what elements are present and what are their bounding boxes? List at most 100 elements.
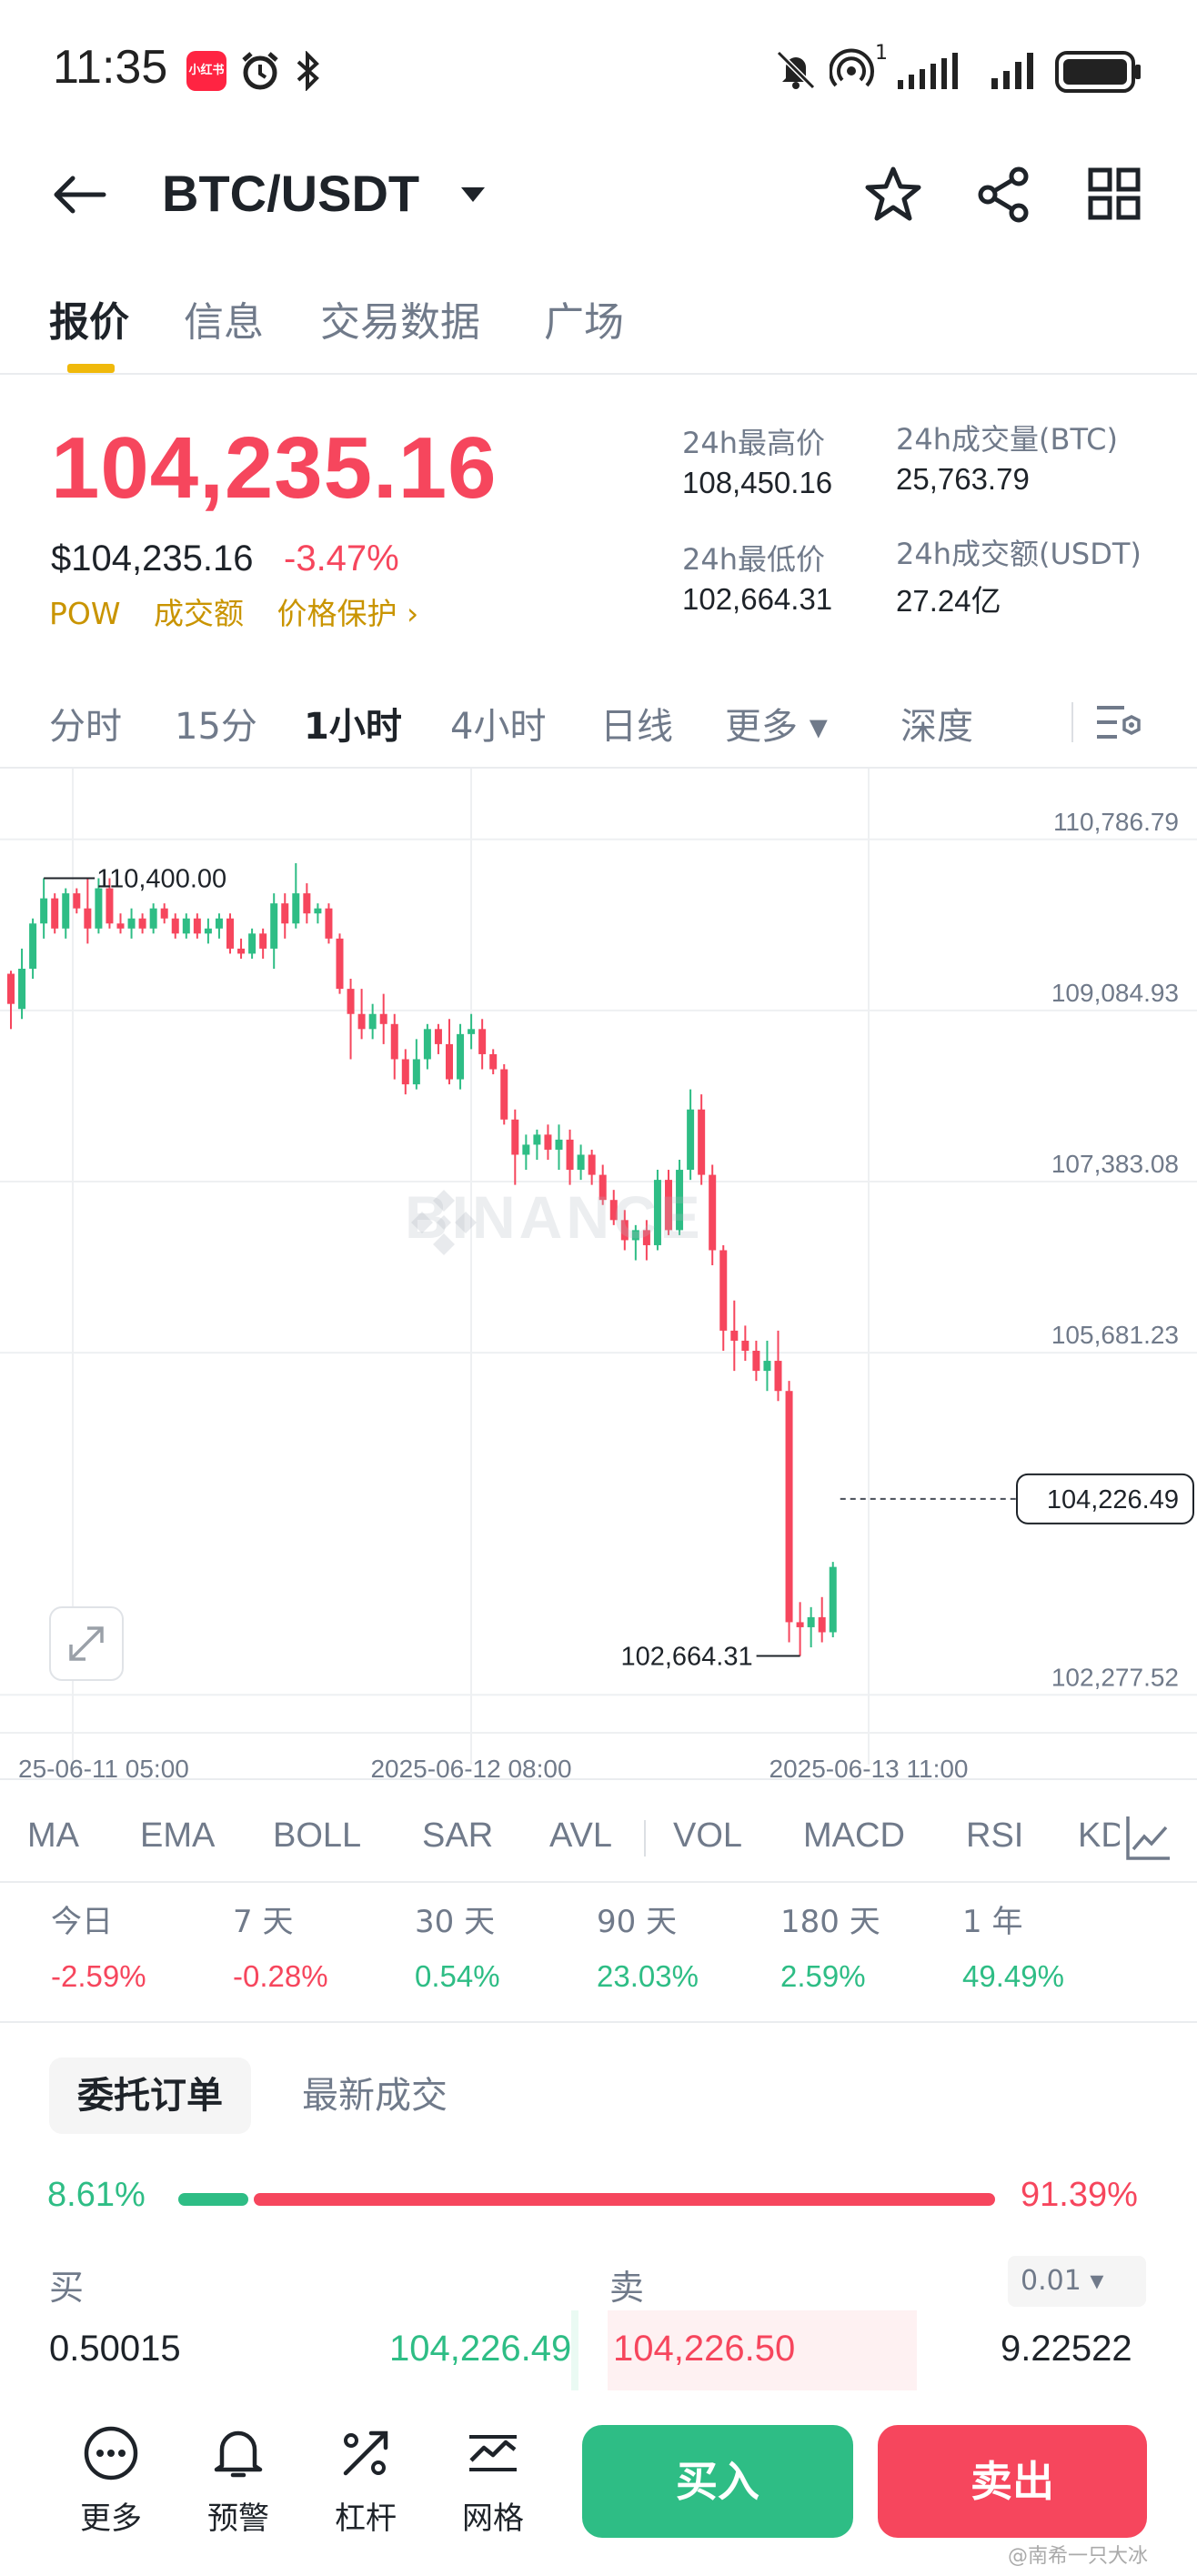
candle-body <box>325 908 333 939</box>
candle <box>149 903 157 934</box>
battery-icon <box>1055 51 1141 93</box>
grid-menu-icon[interactable] <box>1088 167 1141 220</box>
interval-timeline[interactable]: 分时 <box>49 706 122 748</box>
pair-dropdown-icon[interactable] <box>459 186 487 204</box>
vol-btc-value: 25,763.79 <box>896 462 1030 496</box>
candle-body <box>215 918 223 929</box>
indicator-sar[interactable]: SAR <box>422 1816 494 1855</box>
alarm-icon <box>242 52 278 90</box>
tab-quote[interactable]: 报价 <box>49 299 129 346</box>
tag-volume[interactable]: 成交额 <box>154 596 245 631</box>
active-tab-indicator <box>67 364 115 373</box>
ask-quantity[interactable]: 9.22522 <box>1001 2329 1132 2369</box>
candle <box>598 1164 607 1205</box>
candle <box>730 1300 739 1372</box>
x-tick-label: 25-06-11 05:00 <box>18 1755 189 1778</box>
candlestick-chart[interactable]: 110,786.79 109,084.93 107,383.08 105,681.23… <box>0 769 1197 1783</box>
bottom-more[interactable]: 更多 <box>65 2424 156 2538</box>
watermark-credit: @南希一只大冰 <box>1008 2545 1149 2568</box>
candle-body <box>18 969 26 1010</box>
last-price: 104,235.16 <box>51 419 498 517</box>
mute-icon <box>776 50 816 90</box>
xiaohongshu-app-icon: 小红书 <box>186 51 226 91</box>
candle-body <box>533 1134 541 1145</box>
candle <box>7 971 15 1030</box>
candle-body <box>555 1139 563 1150</box>
sell-button[interactable]: 卖出 <box>878 2425 1147 2538</box>
candle-body <box>796 1622 804 1627</box>
x-tick-label: 2025-06-13 11:00 <box>770 1755 969 1778</box>
interval-15m[interactable]: 15分 <box>175 706 257 748</box>
performance-row: 今日 -2.59% 7 天 -0.28% 30 天 0.54% 90 天 23.… <box>0 1897 1197 2015</box>
interval-4h[interactable]: 4小时 <box>450 706 547 748</box>
tab-square[interactable]: 广场 <box>544 299 624 346</box>
favorite-star-icon[interactable] <box>864 166 922 222</box>
candle-body <box>489 1053 498 1070</box>
candle <box>259 928 267 959</box>
more-icon <box>84 2426 138 2480</box>
tab-recent-trades[interactable]: 最新成交 <box>302 2075 448 2117</box>
buy-button[interactable]: 买入 <box>582 2425 853 2538</box>
signal-icon-sim2 <box>991 53 1033 89</box>
chart-canvas[interactable]: 110,786.79 109,084.93 107,383.08 105,681.23… <box>0 769 1197 1783</box>
candle-body <box>248 933 256 954</box>
candle-body <box>620 1220 629 1241</box>
ask-price[interactable]: 104,226.50 <box>613 2329 796 2369</box>
bell-icon <box>214 2430 263 2478</box>
indicator-kd[interactable]: KD <box>1078 1816 1120 1855</box>
candle-body <box>807 1616 815 1627</box>
indicator-rsi[interactable]: RSI <box>966 1816 1024 1855</box>
tag-pow[interactable]: POW <box>49 596 121 631</box>
main-tabs: 报价 信息 交易数据 广场 <box>0 273 1197 373</box>
candle <box>138 913 146 934</box>
candle-body <box>500 1069 508 1120</box>
status-time: 11:35 <box>53 41 168 94</box>
tab-trading-data[interactable]: 交易数据 <box>320 299 480 346</box>
bid-price[interactable]: 104,226.49 <box>389 2329 572 2369</box>
depth-tab[interactable]: 深度 <box>900 706 973 748</box>
fullscreen-button[interactable] <box>49 1606 124 1681</box>
candle <box>752 1340 760 1382</box>
indicator-settings-icon[interactable] <box>1122 1813 1173 1864</box>
candle-body <box>698 1109 706 1175</box>
bottom-leverage[interactable]: 杠杆 <box>320 2424 411 2538</box>
divider <box>0 373 1197 375</box>
binance-watermark: BINANCE <box>405 1183 704 1251</box>
candle-body <box>259 933 267 949</box>
indicator-vol[interactable]: VOL <box>673 1816 743 1855</box>
candle-body <box>478 1029 487 1054</box>
interval-more[interactable]: 更多 ▾ <box>725 706 828 748</box>
indicator-boll[interactable]: BOLL <box>273 1816 362 1855</box>
bid-quantity[interactable]: 0.50015 <box>49 2329 181 2369</box>
candle-body <box>522 1144 530 1155</box>
candle <box>193 913 201 939</box>
interval-1h[interactable]: 1小时 <box>304 706 402 748</box>
tab-open-orders[interactable]: 委托订单 <box>49 2058 251 2134</box>
bottom-grid[interactable]: 网格 <box>448 2424 538 2538</box>
candle-body <box>741 1340 749 1351</box>
indicator-ma[interactable]: MA <box>27 1816 79 1855</box>
interval-1d[interactable]: 日线 <box>600 706 673 748</box>
indicator-macd[interactable]: MACD <box>803 1816 905 1855</box>
candle <box>368 1003 377 1040</box>
pair-title[interactable]: BTC/USDT <box>162 165 420 222</box>
back-arrow-icon[interactable] <box>51 173 107 216</box>
indicator-avl[interactable]: AVL <box>549 1816 613 1855</box>
candle <box>511 1109 519 1185</box>
candle-body <box>336 938 344 990</box>
tag-price-protection[interactable]: 价格保护 › <box>277 596 419 631</box>
candle-body <box>730 1330 739 1341</box>
candle-body <box>357 1013 366 1030</box>
chart-settings-icon[interactable] <box>1093 700 1144 746</box>
candle <box>401 1049 409 1095</box>
precision-select[interactable]: 0.01 ▾ <box>1008 2256 1146 2307</box>
tab-info[interactable]: 信息 <box>184 299 264 346</box>
share-icon[interactable] <box>975 166 1033 224</box>
bottom-alert[interactable]: 预警 <box>193 2424 284 2538</box>
candle <box>423 1023 431 1070</box>
candle <box>522 1134 530 1171</box>
indicator-ema[interactable]: EMA <box>140 1816 216 1855</box>
candle-body <box>457 1033 465 1080</box>
y-tick-label: 110,786.79 <box>1053 808 1179 836</box>
candle-body <box>270 903 278 949</box>
